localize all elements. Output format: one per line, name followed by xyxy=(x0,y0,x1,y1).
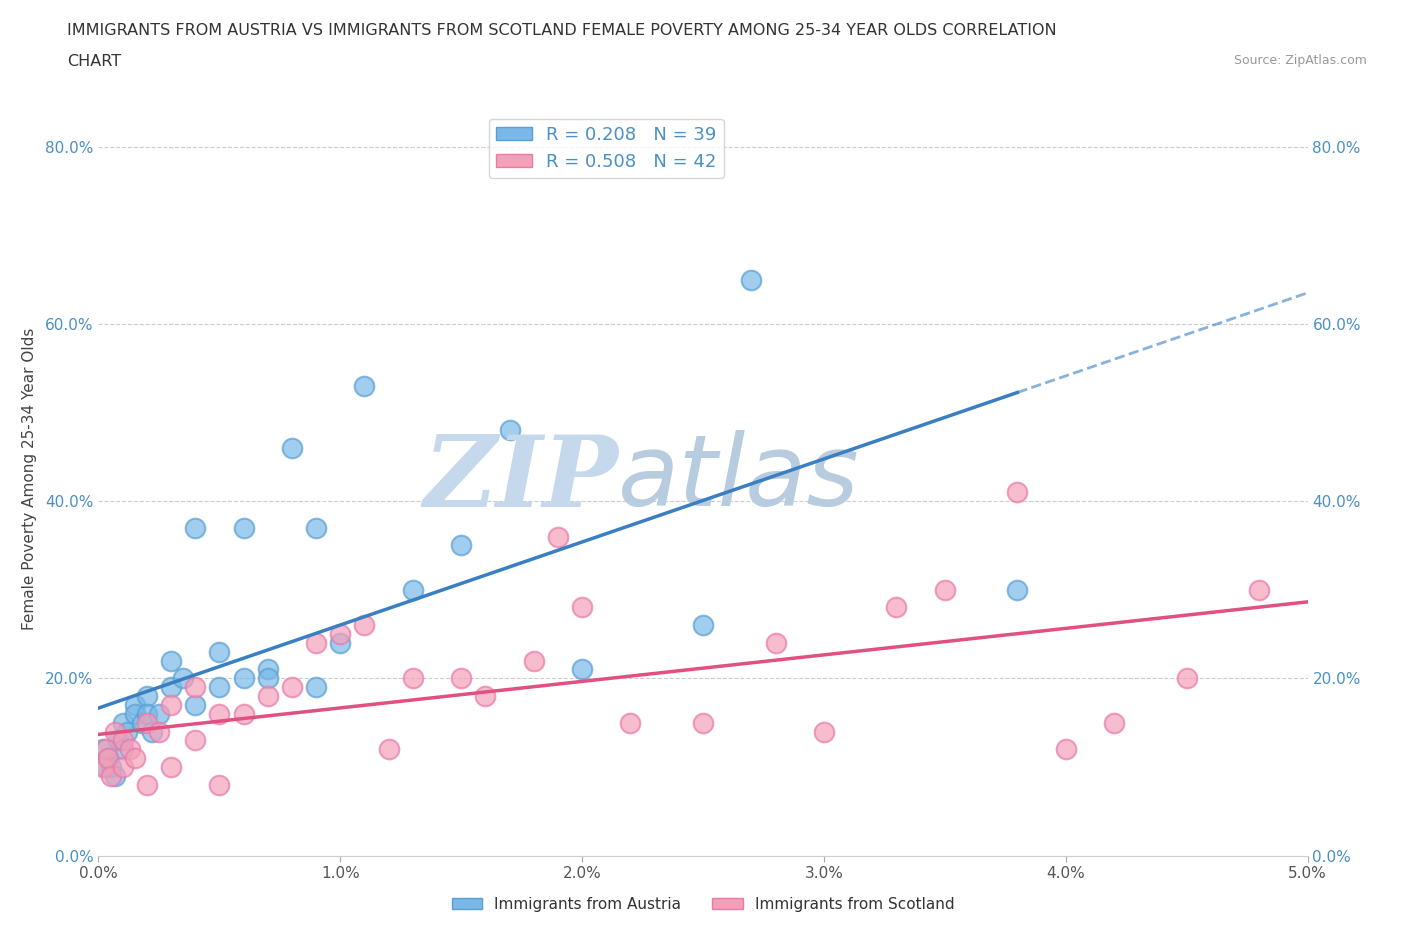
Point xyxy=(571,600,593,615)
Point xyxy=(692,715,714,730)
Legend: Immigrants from Austria, Immigrants from Scotland: Immigrants from Austria, Immigrants from… xyxy=(446,891,960,918)
Point xyxy=(353,379,375,393)
Point xyxy=(184,520,207,535)
Point xyxy=(160,698,183,712)
Point xyxy=(329,627,352,642)
Point xyxy=(91,742,114,757)
Point xyxy=(111,733,134,748)
Point xyxy=(184,733,207,748)
Point xyxy=(135,688,157,703)
Point xyxy=(498,423,520,438)
Y-axis label: Female Poverty Among 25-34 Year Olds: Female Poverty Among 25-34 Year Olds xyxy=(21,327,37,631)
Point xyxy=(232,671,254,685)
Point xyxy=(281,441,304,456)
Point xyxy=(523,653,546,668)
Point xyxy=(131,715,153,730)
Point xyxy=(208,707,231,722)
Point xyxy=(450,538,472,552)
Point xyxy=(111,742,134,757)
Point xyxy=(124,698,146,712)
Point xyxy=(208,644,231,659)
Point xyxy=(184,698,207,712)
Point xyxy=(160,760,183,775)
Point xyxy=(1007,485,1029,499)
Point xyxy=(104,724,127,739)
Point xyxy=(256,671,278,685)
Point xyxy=(124,707,146,722)
Point xyxy=(184,680,207,695)
Point xyxy=(135,777,157,792)
Point xyxy=(148,707,170,722)
Point xyxy=(104,768,127,783)
Point xyxy=(692,618,714,632)
Point xyxy=(118,742,141,757)
Point xyxy=(305,680,328,695)
Point xyxy=(256,662,278,677)
Legend: R = 0.208   N = 39, R = 0.508   N = 42: R = 0.208 N = 39, R = 0.508 N = 42 xyxy=(488,119,724,179)
Point xyxy=(1175,671,1198,685)
Point xyxy=(886,600,908,615)
Point xyxy=(160,653,183,668)
Point xyxy=(100,760,122,775)
Point xyxy=(353,618,375,632)
Point xyxy=(1007,582,1029,597)
Point xyxy=(256,688,278,703)
Point xyxy=(117,724,139,739)
Point xyxy=(111,760,134,775)
Point xyxy=(208,680,231,695)
Point xyxy=(141,724,163,739)
Point xyxy=(160,680,183,695)
Point xyxy=(91,760,114,775)
Point xyxy=(813,724,835,739)
Point xyxy=(1054,742,1077,757)
Text: ZIP: ZIP xyxy=(423,431,619,527)
Point xyxy=(934,582,956,597)
Point xyxy=(1102,715,1125,730)
Point xyxy=(94,760,117,775)
Point xyxy=(172,671,194,685)
Point xyxy=(765,635,787,650)
Point xyxy=(1249,582,1271,597)
Text: IMMIGRANTS FROM AUSTRIA VS IMMIGRANTS FROM SCOTLAND FEMALE POVERTY AMONG 25-34 Y: IMMIGRANTS FROM AUSTRIA VS IMMIGRANTS FR… xyxy=(67,23,1057,38)
Point xyxy=(111,715,134,730)
Point xyxy=(124,751,146,765)
Point xyxy=(402,671,425,685)
Point xyxy=(547,529,569,544)
Point xyxy=(148,724,170,739)
Point xyxy=(232,520,254,535)
Point xyxy=(305,635,328,650)
Point xyxy=(135,715,157,730)
Text: atlas: atlas xyxy=(619,431,860,527)
Point xyxy=(94,742,117,757)
Point xyxy=(740,272,762,287)
Point xyxy=(402,582,425,597)
Text: Source: ZipAtlas.com: Source: ZipAtlas.com xyxy=(1233,54,1367,67)
Point xyxy=(474,688,496,703)
Point xyxy=(450,671,472,685)
Point xyxy=(100,768,122,783)
Point xyxy=(329,635,352,650)
Point xyxy=(571,662,593,677)
Point xyxy=(97,751,120,765)
Point xyxy=(107,733,129,748)
Text: CHART: CHART xyxy=(67,54,121,69)
Point xyxy=(305,520,328,535)
Point xyxy=(281,680,304,695)
Point xyxy=(377,742,399,757)
Point xyxy=(97,751,120,765)
Point xyxy=(619,715,641,730)
Point xyxy=(135,707,157,722)
Point xyxy=(232,707,254,722)
Point xyxy=(208,777,231,792)
